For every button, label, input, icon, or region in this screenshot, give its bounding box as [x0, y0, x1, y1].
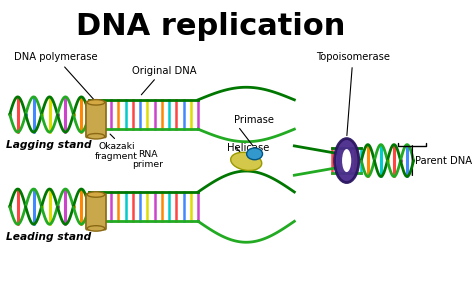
- Text: DNA polymerase: DNA polymerase: [14, 52, 98, 100]
- FancyBboxPatch shape: [86, 194, 106, 230]
- Ellipse shape: [87, 192, 105, 197]
- Ellipse shape: [87, 133, 105, 139]
- Text: DNA replication: DNA replication: [76, 12, 346, 41]
- Ellipse shape: [231, 152, 262, 170]
- Text: Leading stand: Leading stand: [7, 232, 91, 242]
- Text: Topoisomerase: Topoisomerase: [316, 52, 390, 136]
- Ellipse shape: [335, 139, 359, 183]
- Text: Lagging stand: Lagging stand: [7, 140, 92, 150]
- Text: Primase: Primase: [234, 115, 273, 125]
- Text: Original DNA: Original DNA: [132, 66, 197, 76]
- Ellipse shape: [342, 149, 351, 172]
- Ellipse shape: [87, 100, 105, 105]
- Text: RNA
primer: RNA primer: [132, 150, 164, 170]
- Ellipse shape: [246, 148, 263, 160]
- Ellipse shape: [87, 226, 105, 231]
- FancyBboxPatch shape: [86, 102, 106, 138]
- Text: Okazaki
fragment: Okazaki fragment: [95, 142, 138, 161]
- Text: Helicase: Helicase: [228, 143, 270, 153]
- Text: Parent DNA: Parent DNA: [415, 156, 472, 165]
